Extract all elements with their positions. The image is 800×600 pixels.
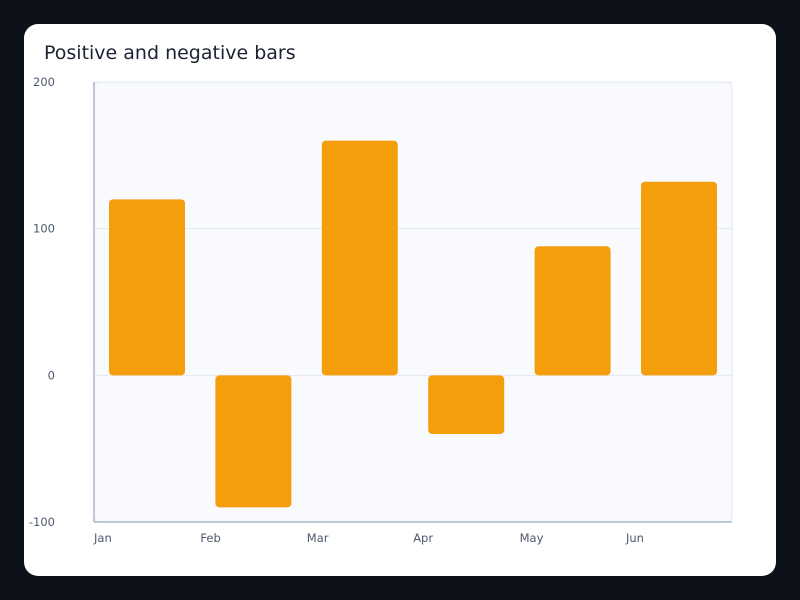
- plot-area: [93, 81, 733, 523]
- x-tick-label: Apr: [413, 531, 433, 545]
- x-tick-labels: Jan Feb Mar Apr May Jun: [93, 531, 644, 545]
- chart-title: Positive and negative bars: [44, 42, 296, 64]
- y-tick-label: 100: [33, 222, 55, 236]
- bar-may: [534, 246, 611, 376]
- x-tick-label: Jun: [625, 531, 644, 545]
- x-tick-label: Feb: [200, 531, 220, 545]
- y-tick-label: 0: [48, 368, 55, 382]
- bars: [109, 140, 717, 508]
- x-tick-label: Mar: [307, 531, 329, 545]
- y-tick-label: 200: [33, 75, 55, 89]
- bar-jan: [109, 199, 185, 376]
- chart-card: Positive and negative bars 200 100 0 -100 J…: [24, 24, 776, 576]
- y-tick-labels: 200 100 0 -100: [29, 75, 55, 529]
- bar-chart: 200 100 0 -100 Jan Feb Mar Apr May Jun: [29, 75, 733, 545]
- bar-mar: [321, 140, 398, 376]
- bar-jun: [641, 181, 717, 376]
- y-tick-label: -100: [29, 515, 55, 529]
- grid-lines: [94, 81, 732, 376]
- x-tick-label: May: [520, 531, 544, 545]
- bar-feb: [215, 375, 292, 508]
- bar-apr: [428, 375, 505, 434]
- x-tick-label: Jan: [93, 531, 112, 545]
